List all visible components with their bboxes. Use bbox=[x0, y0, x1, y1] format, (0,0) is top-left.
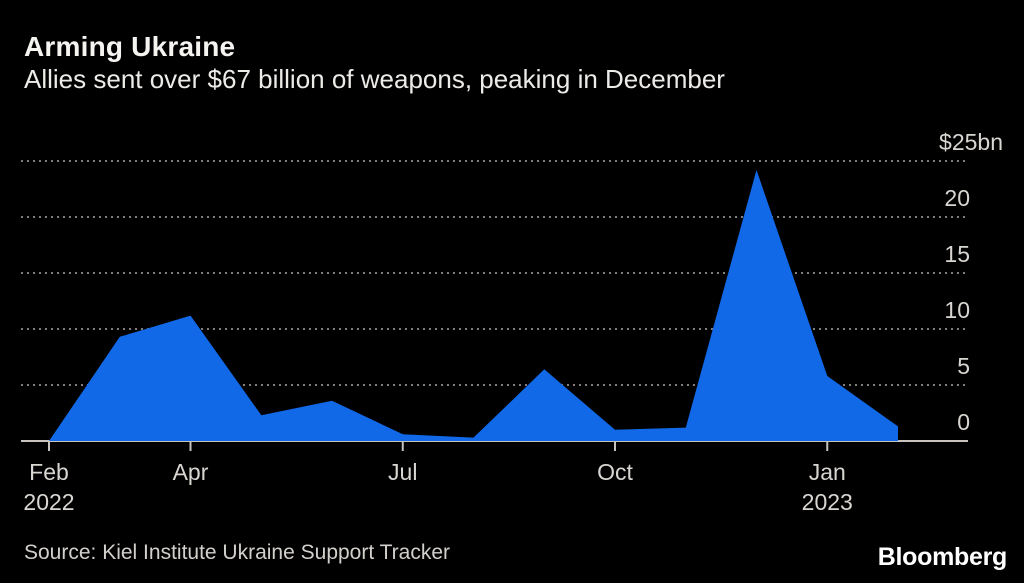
x-tick-label-apr: Apr bbox=[173, 459, 209, 485]
x-axis-labels: Feb 2022 Apr Jul Oct Jan 2023 bbox=[23, 459, 852, 515]
x-axis-ticks bbox=[48, 441, 829, 451]
area-series bbox=[49, 170, 898, 441]
y-tick-label-20: 20 bbox=[944, 185, 970, 211]
y-tick-label-5: 5 bbox=[957, 353, 970, 379]
chart-title: Arming Ukraine bbox=[24, 31, 236, 62]
y-tick-label-10: 10 bbox=[944, 297, 970, 323]
y-tick-label-0: 0 bbox=[957, 409, 970, 435]
bloomberg-logo: Bloomberg bbox=[877, 543, 1008, 571]
x-tick-label-jul: Jul bbox=[388, 459, 417, 485]
y-axis-labels: 0 5 10 15 20 $25bn bbox=[939, 129, 1003, 435]
x-tick-label-jan: Jan bbox=[809, 459, 846, 485]
y-tick-label-15: 15 bbox=[944, 241, 970, 267]
x-tick-year-2023: 2023 bbox=[802, 489, 853, 515]
x-tick-year-2022: 2022 bbox=[23, 489, 74, 515]
x-tick-label-feb: Feb bbox=[29, 459, 69, 485]
x-tick-label-oct: Oct bbox=[597, 459, 633, 485]
chart-subtitle: Allies sent over $67 billion of weapons,… bbox=[24, 64, 725, 94]
source-note: Source: Kiel Institute Ukraine Support T… bbox=[24, 541, 451, 564]
y-tick-label-25: $25bn bbox=[939, 129, 1003, 155]
